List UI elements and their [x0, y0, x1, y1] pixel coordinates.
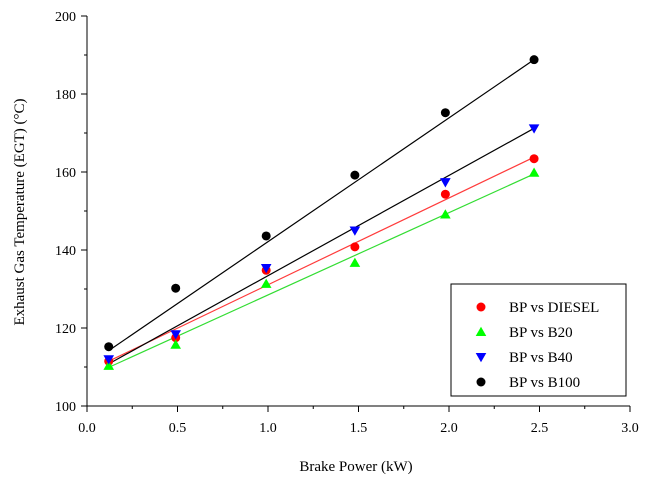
data-point-series-2	[103, 360, 115, 370]
x-tick-label: 0.0	[78, 421, 96, 436]
data-point-series-3	[170, 330, 181, 340]
legend-marker	[476, 302, 486, 312]
data-markers	[103, 55, 540, 370]
data-point-series-2	[260, 278, 272, 288]
trendlines	[108, 59, 535, 368]
y-axis-title: Exhaust Gas Temperature (EGT) (°C)	[12, 98, 28, 325]
y-tick-label: 140	[55, 244, 76, 259]
y-tick-label: 200	[55, 10, 76, 25]
y-tick-label: 180	[55, 88, 76, 103]
x-tick-label: 1.0	[259, 421, 277, 436]
legend-label: BP vs B20	[509, 325, 573, 341]
trendline-series-3	[108, 127, 535, 365]
data-point-series-4	[261, 231, 271, 241]
trendline-series-2	[108, 173, 535, 368]
trendline-series-4	[108, 59, 535, 352]
data-point-series-3	[349, 226, 361, 236]
data-point-series-2	[528, 167, 540, 177]
y-tick-label: 100	[55, 400, 76, 415]
x-tick-label: 3.0	[621, 421, 639, 436]
data-point-series-3	[260, 263, 272, 274]
x-tick-label: 2.5	[531, 421, 549, 436]
y-tick-label: 120	[55, 322, 76, 337]
data-point-series-4	[171, 283, 181, 293]
legend: BP vs DIESEL BP vs B20 BP vs B40 BP vs B100	[450, 283, 627, 397]
trendline-series-1	[108, 156, 535, 362]
axes: 0.0 0.5 1.0 1.5 2.0 2.5 3.0 100 120 140 160 180 200	[55, 10, 639, 436]
legend-label: BP vs B100	[509, 375, 580, 391]
data-point-series-1	[350, 242, 360, 252]
data-point-series-1	[529, 154, 539, 164]
legend-marker	[475, 353, 487, 363]
data-point-series-3	[528, 124, 540, 134]
legend-marker	[475, 326, 487, 336]
data-point-series-2	[440, 209, 451, 219]
legend-label: BP vs B40	[509, 350, 573, 366]
data-point-series-4	[529, 55, 539, 65]
data-point-series-4	[350, 170, 360, 180]
data-point-series-2	[349, 257, 361, 267]
legend-marker	[476, 377, 486, 387]
x-tick-label: 1.5	[350, 421, 368, 436]
data-point-series-2	[170, 339, 181, 349]
data-point-series-3	[103, 355, 115, 365]
y-tick-label: 160	[55, 166, 76, 181]
data-point-series-3	[440, 178, 451, 188]
data-point-series-4	[104, 342, 114, 352]
x-tick-label: 0.5	[169, 421, 187, 436]
data-point-series-4	[440, 108, 450, 118]
x-tick-label: 2.0	[440, 421, 458, 436]
x-axis-title: Brake Power (kW)	[299, 459, 412, 475]
legend-label: BP vs DIESEL	[509, 300, 599, 316]
data-point-series-1	[440, 189, 450, 199]
